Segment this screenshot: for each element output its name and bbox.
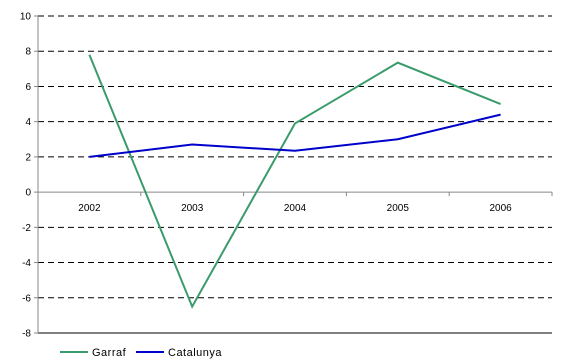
x-tick-label: 2003 (181, 203, 204, 214)
y-tick-label: -4 (22, 258, 31, 269)
y-tick-label: -8 (22, 329, 31, 340)
x-tick-label: 2005 (387, 203, 410, 214)
series-lines (88, 54, 501, 309)
series-line-catalunya (89, 113, 501, 158)
legend-label-garraf: Garraf (92, 347, 127, 359)
y-tick-label: 4 (25, 117, 31, 128)
y-tick-label: 8 (25, 47, 31, 58)
gridlines (38, 15, 552, 334)
series-line-garraf (88, 54, 501, 309)
y-tick-label: -6 (22, 293, 31, 304)
y-tick-label: 10 (20, 12, 32, 23)
y-tick-label: 2 (25, 152, 31, 163)
y-tick-label: -2 (22, 223, 31, 234)
axes (34, 15, 553, 334)
legend-label-catalunya: Catalunya (168, 347, 222, 359)
x-axis-ticks: 2002 2003 2004 2005 2006 (78, 203, 512, 214)
x-tick-label: 2006 (489, 203, 512, 214)
y-tick-label: 0 (25, 188, 31, 199)
y-tick-label: 6 (25, 82, 31, 93)
y-axis-ticks: 10 8 6 4 2 0 -2 -4 -6 -8 (20, 12, 32, 340)
legend: Garraf Catalunya (60, 347, 222, 359)
x-tick-label: 2004 (284, 203, 307, 214)
x-tick-label: 2002 (78, 203, 101, 214)
